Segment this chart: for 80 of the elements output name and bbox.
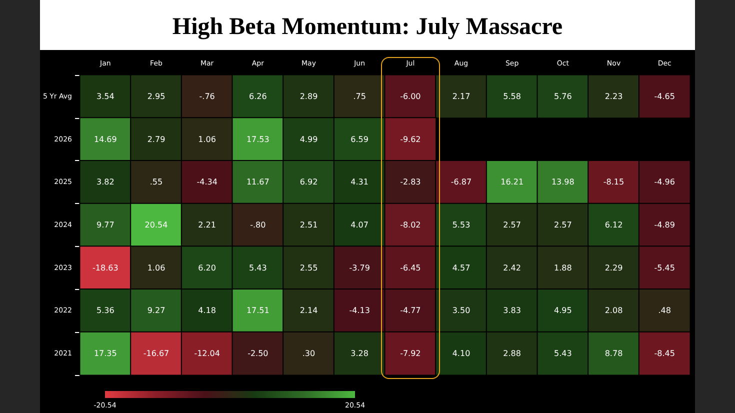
data-label: 5.36 <box>96 306 114 316</box>
data-label: 2.23 <box>604 92 623 101</box>
chart-title: High Beta Momentum: July Massacre <box>172 14 563 40</box>
data-label: 9.77 <box>96 220 114 230</box>
data-label: 6.26 <box>249 92 267 101</box>
data-label: -8.45 <box>654 349 675 358</box>
data-label: 2.57 <box>503 220 521 230</box>
data-label: -6.87 <box>450 178 472 187</box>
data-label: 1.06 <box>147 263 166 272</box>
data-label: -.80 <box>250 220 266 230</box>
data-label: 2.88 <box>503 349 521 358</box>
data-label: -.76 <box>199 92 215 101</box>
data-label: -5.45 <box>654 263 675 272</box>
data-label: -7.92 <box>400 349 421 358</box>
data-label: .48 <box>658 306 671 316</box>
data-label: 2.95 <box>147 92 166 101</box>
data-label: 5.53 <box>452 220 470 230</box>
data-label: 17.51 <box>246 306 270 316</box>
data-label: -9.62 <box>400 134 421 144</box>
data-label: -4.13 <box>349 306 370 316</box>
data-label: 2.51 <box>300 220 318 230</box>
data-label: -4.34 <box>196 178 218 187</box>
data-label: 4.18 <box>198 306 216 316</box>
data-label: -6.45 <box>400 263 421 272</box>
data-label: 3.83 <box>503 306 521 316</box>
data-label: 6.92 <box>300 178 318 187</box>
data-label: -4.77 <box>400 306 421 316</box>
data-label: 1.06 <box>198 134 216 144</box>
data-label: 17.35 <box>94 349 117 358</box>
data-label: 17.53 <box>246 134 270 144</box>
data-label: 6.12 <box>604 220 623 230</box>
data-label: 4.99 <box>300 134 318 144</box>
data-label: 14.69 <box>94 134 117 144</box>
data-label: 2.21 <box>198 220 216 230</box>
data-label: 11.67 <box>246 178 270 187</box>
data-label: 8.78 <box>604 349 623 358</box>
data-label: 5.43 <box>554 349 572 358</box>
data-label: 2.55 <box>300 263 318 272</box>
data-label: -2.50 <box>248 349 268 358</box>
data-label: -4.96 <box>654 178 675 187</box>
data-label: 2.79 <box>147 134 166 144</box>
data-label: 3.82 <box>96 178 114 187</box>
data-label: 4.57 <box>452 263 470 272</box>
data-label: 6.59 <box>350 134 368 144</box>
data-label: 5.58 <box>503 92 521 101</box>
data-label: 4.31 <box>350 178 368 187</box>
data-label: 2.42 <box>503 263 521 272</box>
data-label: 16.21 <box>500 178 524 187</box>
data-label: 3.54 <box>96 92 114 101</box>
data-label: .55 <box>150 178 163 187</box>
data-label: -12.04 <box>194 349 220 358</box>
data-label: .30 <box>302 349 316 358</box>
data-label: .75 <box>353 92 366 101</box>
data-label: 2.17 <box>452 92 470 101</box>
data-label: 20.54 <box>144 220 168 230</box>
data-label: 13.98 <box>551 178 574 187</box>
data-label: 2.08 <box>604 306 623 316</box>
data-label: 6.20 <box>198 263 216 272</box>
data-label: 2.29 <box>604 263 623 272</box>
data-label: -16.67 <box>143 349 170 358</box>
data-label: 3.50 <box>452 306 470 316</box>
data-label: -2.83 <box>400 178 421 187</box>
data-label: 2.57 <box>554 220 572 230</box>
data-label: -8.02 <box>400 220 421 230</box>
data-label: 2.89 <box>300 92 318 101</box>
data-label: 5.43 <box>249 263 267 272</box>
data-label: 5.76 <box>554 92 572 101</box>
data-label: 4.10 <box>452 349 470 358</box>
data-label: -6.00 <box>400 92 421 101</box>
data-label: 1.88 <box>554 263 572 272</box>
data-label: 4.07 <box>350 220 368 230</box>
data-label: -4.65 <box>654 92 675 101</box>
data-label: -18.63 <box>92 263 118 272</box>
data-label: 9.27 <box>147 306 166 316</box>
data-label: 3.28 <box>350 349 368 358</box>
data-label: -8.15 <box>603 178 624 187</box>
data-label: -4.89 <box>654 220 675 230</box>
data-label: 4.95 <box>554 306 572 316</box>
data-label: -3.79 <box>349 263 370 272</box>
data-label: 2.14 <box>300 306 318 316</box>
